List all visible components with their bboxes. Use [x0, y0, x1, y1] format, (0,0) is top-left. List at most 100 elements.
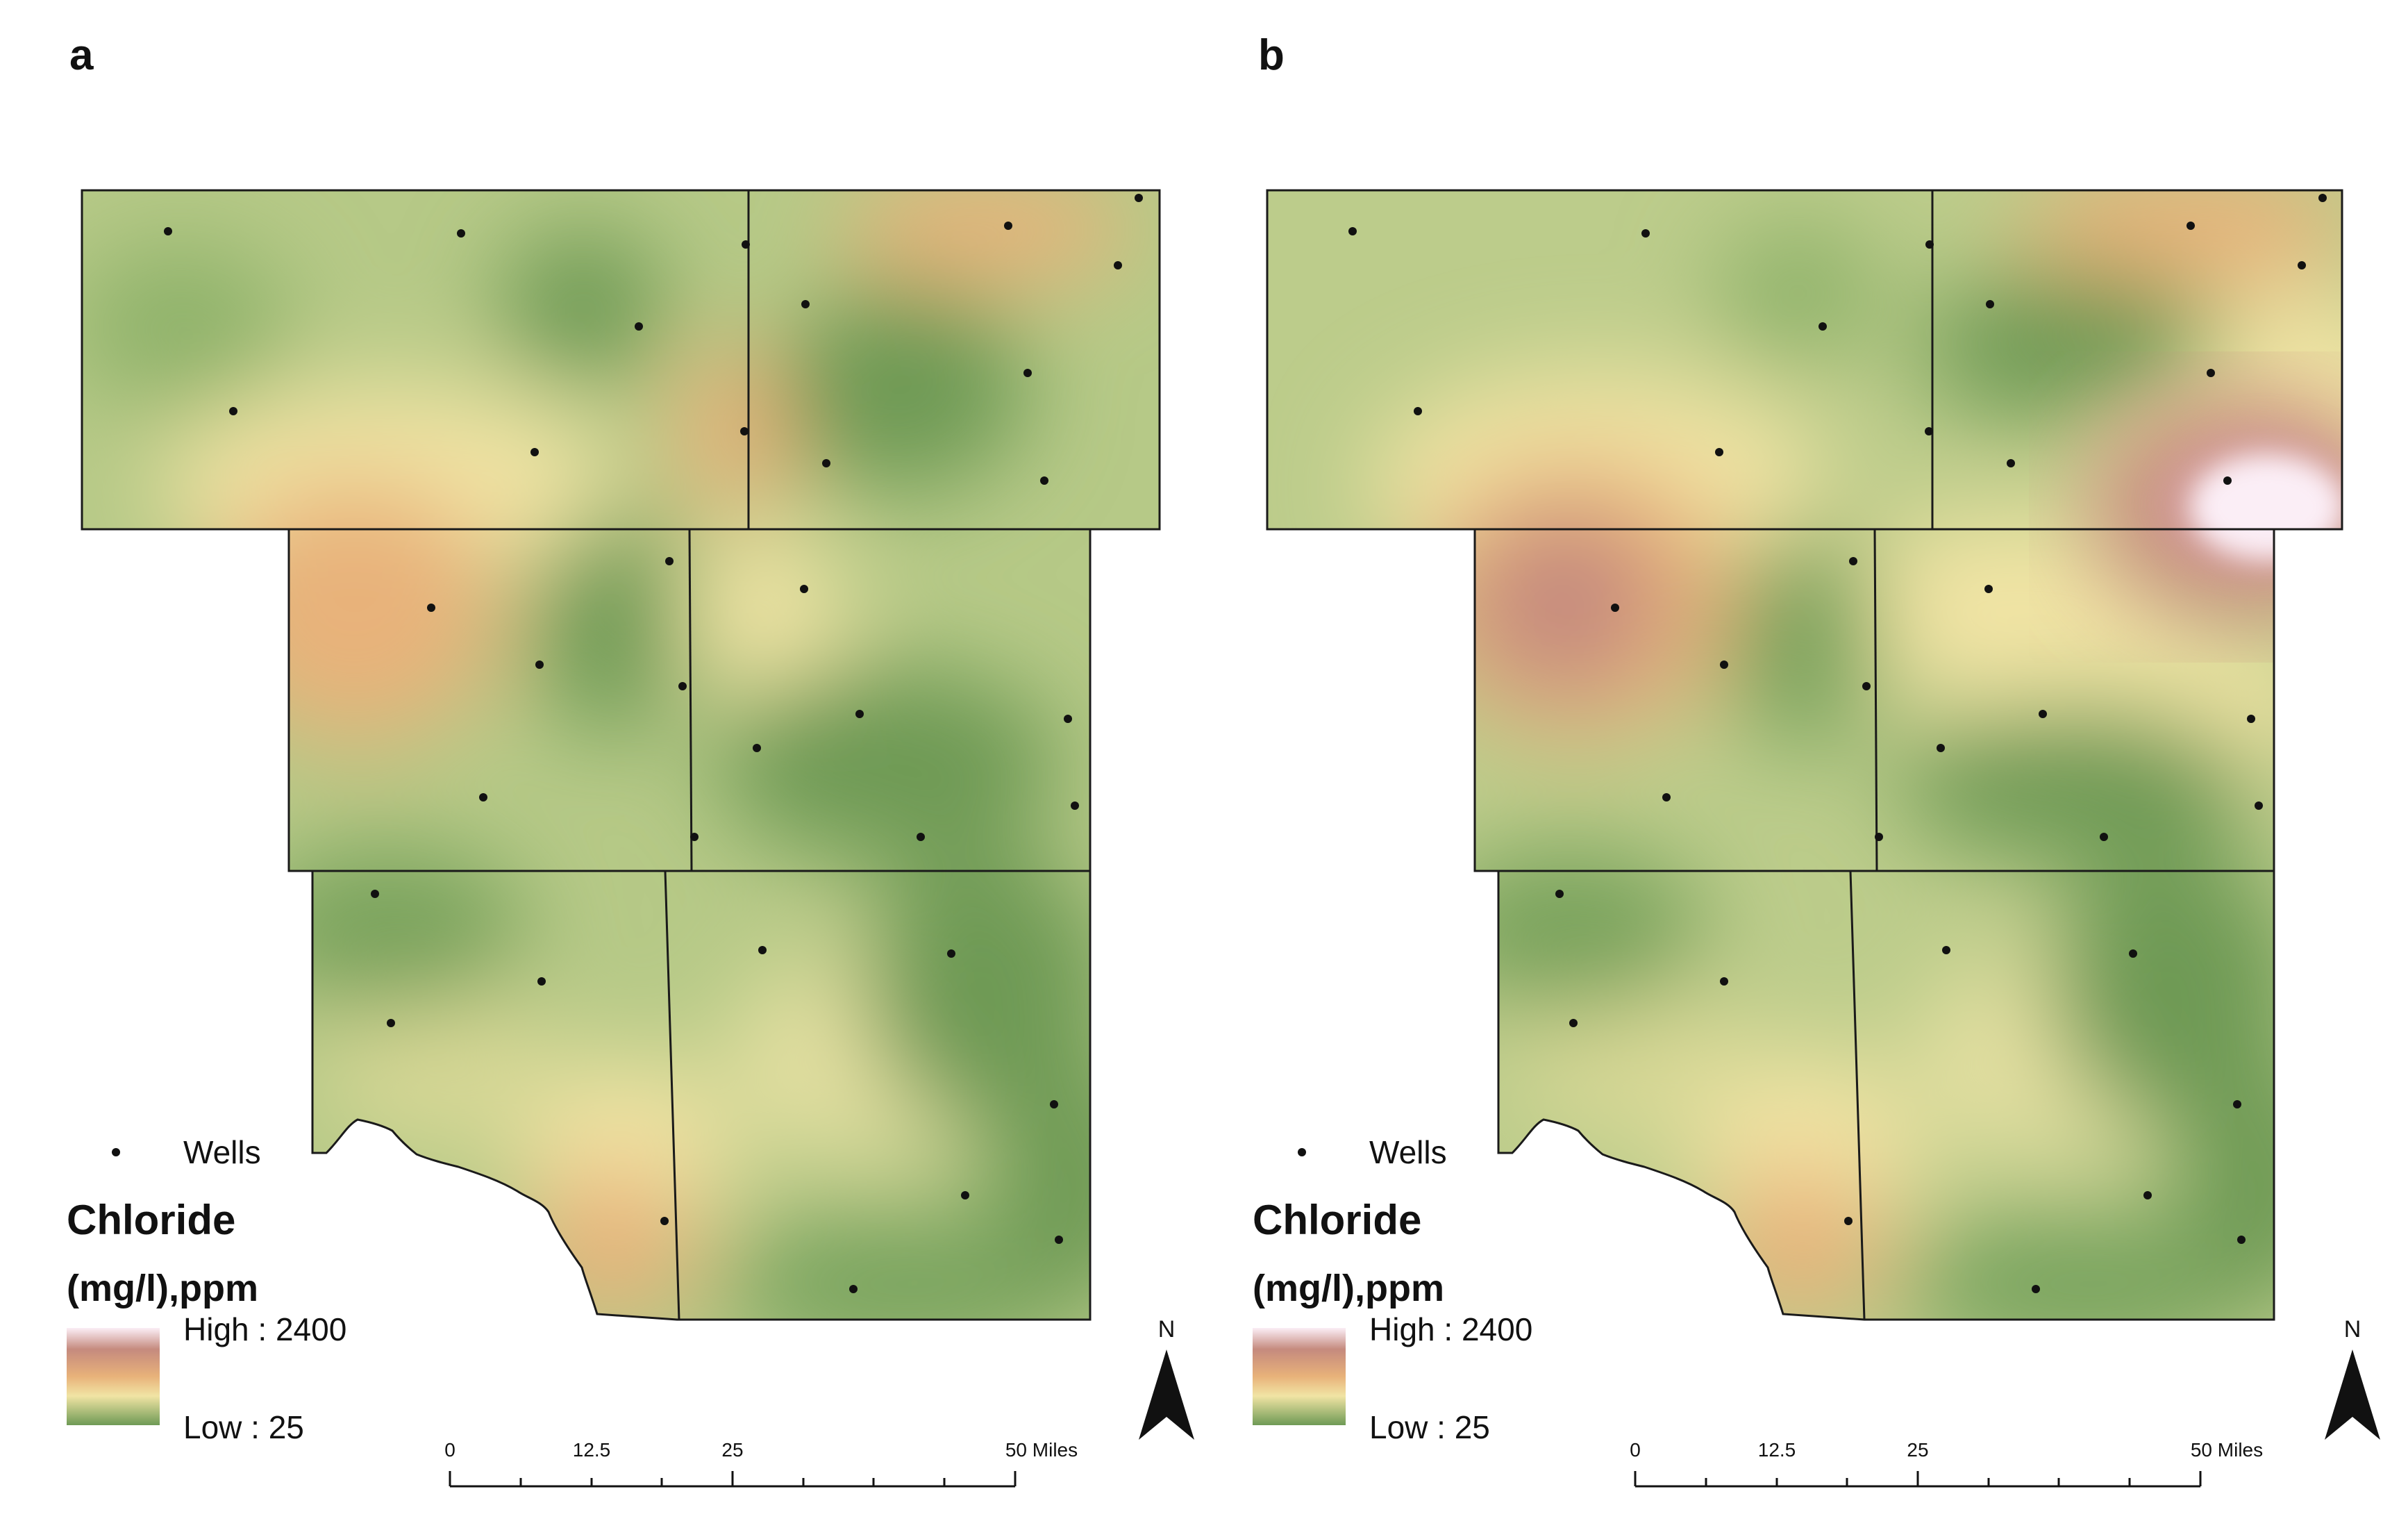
- well: [1569, 1019, 1578, 1027]
- well: [2223, 476, 2232, 485]
- well: [1662, 793, 1671, 801]
- legend-units: (mg/l),ppm: [67, 1268, 258, 1309]
- legend: Wells Chloride (mg/l),ppm High : 2400 Lo…: [1253, 1134, 1532, 1445]
- well: [1050, 1100, 1058, 1108]
- legend-low-label: Low : 25: [1369, 1409, 1490, 1445]
- well: [1925, 240, 1934, 249]
- north-arrow-icon: N: [2325, 1316, 2380, 1440]
- scale-label: 50 Miles: [1005, 1439, 1078, 1461]
- well: [1984, 585, 1993, 593]
- well: [1114, 261, 1122, 269]
- legend-high-label: High : 2400: [183, 1311, 346, 1347]
- well: [1641, 229, 1650, 238]
- well: [2237, 1236, 2246, 1244]
- well: [2100, 833, 2108, 841]
- scale-bar: [449, 1471, 1017, 1488]
- panel-label: b: [1258, 31, 1285, 79]
- well: [678, 682, 687, 690]
- well: [2007, 459, 2015, 467]
- chloride-surface: [82, 190, 1160, 1320]
- wells-legend-symbol: [1298, 1148, 1306, 1156]
- scale-label: 50 Miles: [2191, 1439, 2263, 1461]
- county-boundaries: [1266, 189, 2343, 1321]
- well: [1055, 1236, 1063, 1244]
- well: [2318, 194, 2327, 202]
- well: [387, 1019, 395, 1027]
- well: [753, 744, 761, 752]
- well: [1023, 369, 1032, 377]
- legend-title: Chloride: [1253, 1197, 1421, 1243]
- north-label: N: [2344, 1316, 2361, 1343]
- well: [1040, 476, 1048, 485]
- well: [855, 710, 864, 718]
- well: [740, 427, 749, 435]
- well: [1862, 682, 1871, 690]
- north-arrow-icon: N: [1139, 1316, 1194, 1440]
- well: [1942, 946, 1950, 954]
- well: [1875, 833, 1883, 841]
- well: [2247, 715, 2255, 723]
- wells-legend-label: Wells: [183, 1134, 261, 1170]
- scale-label: 12.5: [1758, 1439, 1796, 1461]
- well: [535, 661, 544, 669]
- well: [2298, 261, 2306, 269]
- wells-legend-symbol: [112, 1148, 120, 1156]
- panel-a: a: [67, 31, 1194, 1488]
- well: [660, 1217, 669, 1225]
- well: [690, 833, 699, 841]
- well: [2233, 1100, 2241, 1108]
- well: [1986, 300, 1994, 308]
- well: [1937, 744, 1945, 752]
- well: [1849, 557, 1857, 565]
- well: [917, 833, 925, 841]
- well: [1720, 977, 1728, 986]
- well: [947, 949, 955, 958]
- well: [229, 407, 237, 415]
- well: [1925, 427, 1933, 435]
- well: [1715, 448, 1723, 456]
- well: [849, 1285, 858, 1293]
- well: [1818, 322, 1827, 331]
- well: [1611, 604, 1619, 612]
- well: [537, 977, 546, 986]
- well: [1071, 801, 1079, 810]
- well: [1348, 227, 1357, 235]
- well: [2255, 801, 2263, 810]
- legend-title: Chloride: [67, 1197, 235, 1243]
- well: [1720, 661, 1728, 669]
- well: [2207, 369, 2215, 377]
- well-points: [164, 194, 1143, 1293]
- legend-low-label: Low : 25: [183, 1409, 304, 1445]
- well: [2032, 1285, 2040, 1293]
- wells-legend-label: Wells: [1369, 1134, 1447, 1170]
- well: [1414, 407, 1422, 415]
- scale-label: 0: [444, 1439, 455, 1461]
- well: [164, 227, 172, 235]
- well: [530, 448, 539, 456]
- well: [2187, 222, 2195, 230]
- county-boundaries: [81, 189, 1161, 1321]
- well: [758, 946, 767, 954]
- well: [801, 300, 810, 308]
- chloride-surface: [1267, 190, 2342, 1320]
- legend-color-ramp: [1253, 1328, 1346, 1425]
- scale-label: 25: [721, 1439, 743, 1461]
- legend-units: (mg/l),ppm: [1253, 1268, 1444, 1309]
- well: [1064, 715, 1072, 723]
- well: [2129, 949, 2137, 958]
- scale-label: 0: [1630, 1439, 1641, 1461]
- scale-label: 12.5: [573, 1439, 611, 1461]
- well-points: [1348, 194, 2327, 1293]
- well: [2143, 1191, 2152, 1199]
- well: [665, 557, 674, 565]
- well: [742, 240, 750, 249]
- panel-b: b: [1253, 31, 2380, 1488]
- well: [961, 1191, 969, 1199]
- well: [427, 604, 435, 612]
- well: [457, 229, 465, 238]
- well: [1004, 222, 1012, 230]
- north-label: N: [1158, 1316, 1176, 1343]
- scale-label: 25: [1907, 1439, 1928, 1461]
